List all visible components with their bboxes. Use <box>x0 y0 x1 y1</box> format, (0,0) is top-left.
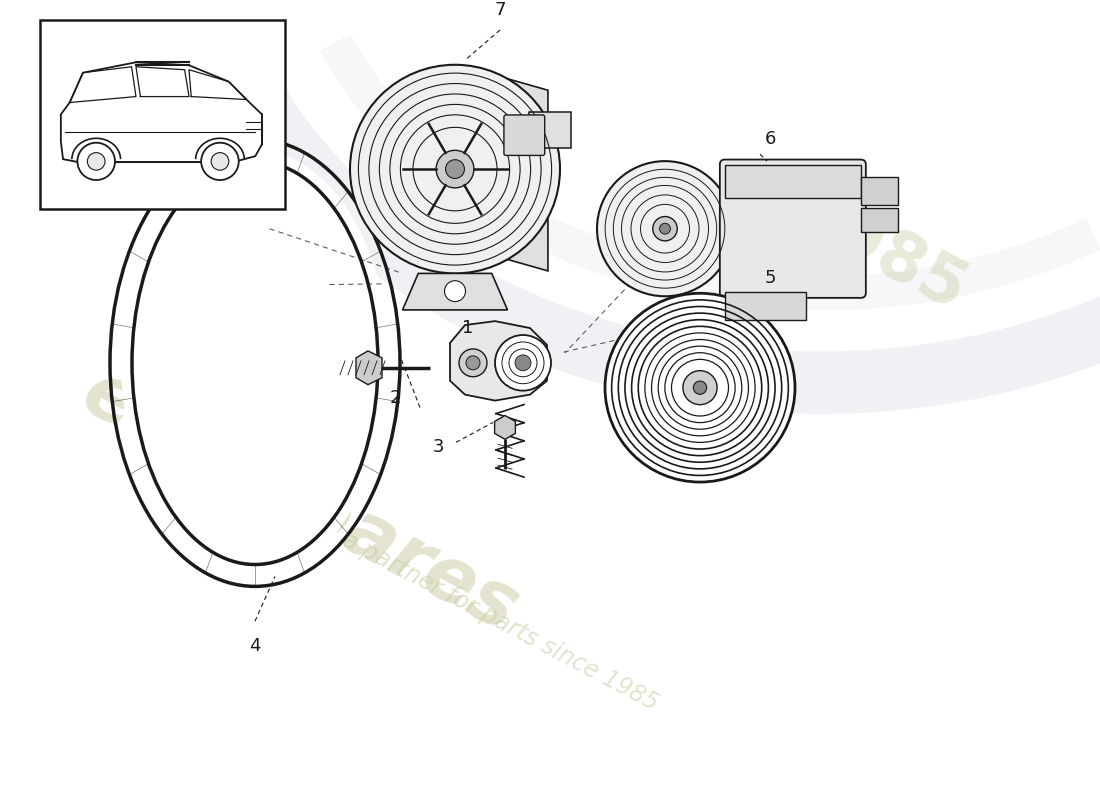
Text: 7: 7 <box>494 1 506 19</box>
Text: 5: 5 <box>764 270 776 287</box>
Polygon shape <box>450 321 547 401</box>
Text: 2: 2 <box>389 389 400 406</box>
Bar <box>40 20 285 209</box>
Circle shape <box>660 223 670 234</box>
Circle shape <box>652 217 678 241</box>
Text: 3: 3 <box>432 438 443 456</box>
Polygon shape <box>356 351 382 385</box>
Ellipse shape <box>392 146 559 203</box>
Circle shape <box>515 355 531 370</box>
Circle shape <box>597 161 733 296</box>
Text: 6: 6 <box>764 130 776 148</box>
Circle shape <box>436 150 474 188</box>
Bar <box>861 177 899 205</box>
Polygon shape <box>495 415 516 439</box>
Circle shape <box>201 142 239 180</box>
Polygon shape <box>507 78 548 271</box>
Circle shape <box>211 153 229 170</box>
Text: a partner for parts since 1985: a partner for parts since 1985 <box>338 527 662 715</box>
Circle shape <box>87 153 104 170</box>
Bar <box>861 209 899 232</box>
Circle shape <box>608 296 792 479</box>
Circle shape <box>459 349 487 377</box>
Polygon shape <box>528 112 571 148</box>
Circle shape <box>77 142 116 180</box>
FancyBboxPatch shape <box>719 159 866 298</box>
FancyBboxPatch shape <box>504 115 544 155</box>
Circle shape <box>350 65 560 274</box>
Bar <box>725 165 861 198</box>
Circle shape <box>693 381 706 394</box>
Text: eurospares: eurospares <box>69 356 530 648</box>
Bar <box>725 291 806 320</box>
Circle shape <box>683 370 717 405</box>
Circle shape <box>444 281 465 302</box>
Circle shape <box>495 335 551 390</box>
Text: 1: 1 <box>462 319 474 337</box>
Circle shape <box>605 294 795 482</box>
Circle shape <box>466 356 480 370</box>
Ellipse shape <box>121 150 389 575</box>
Polygon shape <box>403 274 507 310</box>
Text: 1985: 1985 <box>782 181 978 326</box>
Text: 4: 4 <box>250 637 261 655</box>
Circle shape <box>446 160 464 178</box>
